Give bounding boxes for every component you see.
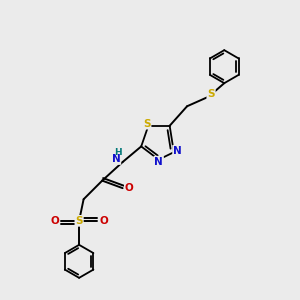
Text: O: O [50, 216, 59, 226]
Text: N: N [112, 154, 120, 164]
Text: H: H [114, 148, 122, 157]
Text: O: O [99, 216, 108, 226]
Text: S: S [75, 216, 83, 226]
Text: N: N [154, 157, 163, 167]
Text: S: S [207, 89, 215, 99]
Text: O: O [125, 183, 134, 193]
Text: N: N [173, 146, 182, 156]
Text: S: S [143, 119, 151, 129]
